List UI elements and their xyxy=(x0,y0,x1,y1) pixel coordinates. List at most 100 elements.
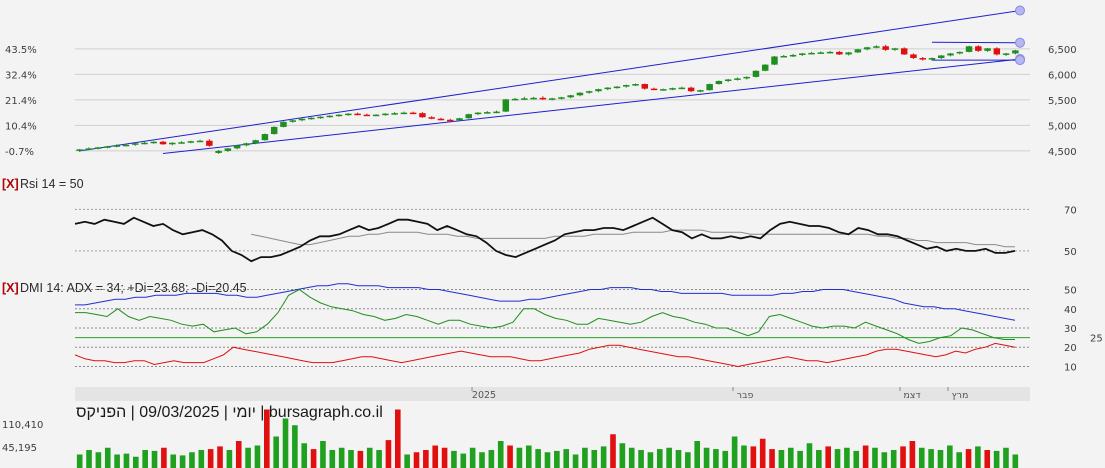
volume-bar xyxy=(217,446,223,468)
volume-bar xyxy=(310,449,317,468)
candle-body xyxy=(687,87,695,92)
candle-body xyxy=(446,119,454,122)
volume-bar xyxy=(469,447,476,468)
candle-body xyxy=(85,148,93,150)
candle-body xyxy=(187,141,195,143)
rsi-tick-label: 70 xyxy=(1064,205,1077,216)
volume-bar xyxy=(638,450,644,468)
candle-body xyxy=(650,88,658,91)
candle-body xyxy=(298,118,306,121)
candle-body xyxy=(558,97,565,99)
candle-body xyxy=(270,126,278,135)
candle-body xyxy=(724,79,732,81)
candle-body xyxy=(678,87,686,90)
candle-body xyxy=(808,52,815,55)
volume-bar xyxy=(759,438,766,468)
volume-bar xyxy=(385,440,392,468)
candle-body xyxy=(863,47,871,50)
candle-body xyxy=(817,52,825,54)
candle-body xyxy=(632,84,639,86)
volume-bar xyxy=(628,447,635,468)
month-label: דצמ xyxy=(903,390,920,401)
volume-tick-label: 110,410 xyxy=(2,420,43,431)
candle-body xyxy=(131,143,139,145)
price-tick-label: 4,500 xyxy=(1048,147,1077,158)
price-tick-label: 6,000 xyxy=(1048,70,1077,81)
candle-body xyxy=(391,113,398,115)
dmi-tick-label: 20 xyxy=(1064,343,1077,354)
percent-tick-label: 21.4% xyxy=(5,96,37,107)
volume-bar xyxy=(376,450,382,468)
candle-body xyxy=(595,89,602,92)
volume-bar xyxy=(86,450,92,468)
volume-bar xyxy=(394,409,401,468)
volume-bar xyxy=(516,447,523,468)
percent-tick-label: 10.4% xyxy=(5,121,37,132)
volume-bar xyxy=(787,447,794,468)
volume-bar xyxy=(741,445,747,468)
candle-body xyxy=(567,95,574,98)
rsi-line xyxy=(74,216,1016,263)
rsi-close-tag[interactable]: [X] xyxy=(2,177,19,191)
volume-bar xyxy=(703,447,710,468)
volume-bar xyxy=(890,450,897,468)
volume-bar xyxy=(619,443,626,468)
volume-bar xyxy=(207,449,214,468)
dmi-close-tag[interactable]: [X] xyxy=(2,281,19,295)
candle-body xyxy=(938,55,945,59)
candle-body xyxy=(122,144,130,147)
volume-bar xyxy=(900,446,906,468)
trend-channels xyxy=(79,5,1025,154)
volume-bar xyxy=(161,447,167,468)
candle-body xyxy=(993,48,1001,55)
candle-body xyxy=(752,70,760,77)
candle-body xyxy=(706,84,713,91)
volume-bar xyxy=(1012,454,1019,468)
volume-bar xyxy=(975,446,981,468)
volume-bar xyxy=(142,450,148,468)
volume-bar xyxy=(460,453,467,468)
dmi-tick-label: 10 xyxy=(1064,362,1077,373)
candle-body xyxy=(261,134,269,141)
candle-body xyxy=(548,98,556,100)
volume-bar xyxy=(357,450,364,468)
candle-body xyxy=(400,112,408,115)
candle-body xyxy=(697,90,704,92)
candle-body xyxy=(836,51,843,55)
volume-bar xyxy=(76,454,83,468)
channel-line-main-lower xyxy=(162,58,1021,154)
candle-body xyxy=(900,48,908,55)
candle-body xyxy=(243,143,250,146)
volume-bar xyxy=(834,449,841,468)
candle-body xyxy=(150,141,157,144)
time-axis-strip xyxy=(75,387,1030,401)
candle-body xyxy=(530,97,537,100)
rsi-axis: 70 50 xyxy=(1064,205,1077,258)
volume-bar xyxy=(666,447,672,468)
volume-bar xyxy=(404,454,410,468)
volume-bar xyxy=(806,443,813,468)
volume-bar xyxy=(685,452,691,468)
volume-bar xyxy=(507,445,513,468)
price-tick-label: 6,500 xyxy=(1048,45,1077,56)
candle-body xyxy=(409,112,417,115)
time-axis: דצמ 2025 פבר מרץ xyxy=(471,387,968,401)
volume-bar xyxy=(525,445,532,468)
candle-body xyxy=(669,88,676,90)
candle-body xyxy=(873,46,880,48)
candle-body xyxy=(882,46,889,50)
channel-line-main-upper xyxy=(79,10,1021,152)
volume-bar xyxy=(722,450,729,468)
candlestick-series xyxy=(76,44,1019,154)
volume-bar xyxy=(675,450,682,468)
candle-body xyxy=(289,120,296,122)
candle-body xyxy=(280,121,287,127)
volume-axis: 110,410 45,195 xyxy=(2,420,43,454)
volume-bar xyxy=(647,452,654,468)
volume-bar xyxy=(273,436,279,468)
candle-body xyxy=(252,140,259,144)
channel-handle xyxy=(1015,5,1025,16)
candle-body xyxy=(660,89,667,91)
dmi-tick-label: 40 xyxy=(1064,305,1077,316)
